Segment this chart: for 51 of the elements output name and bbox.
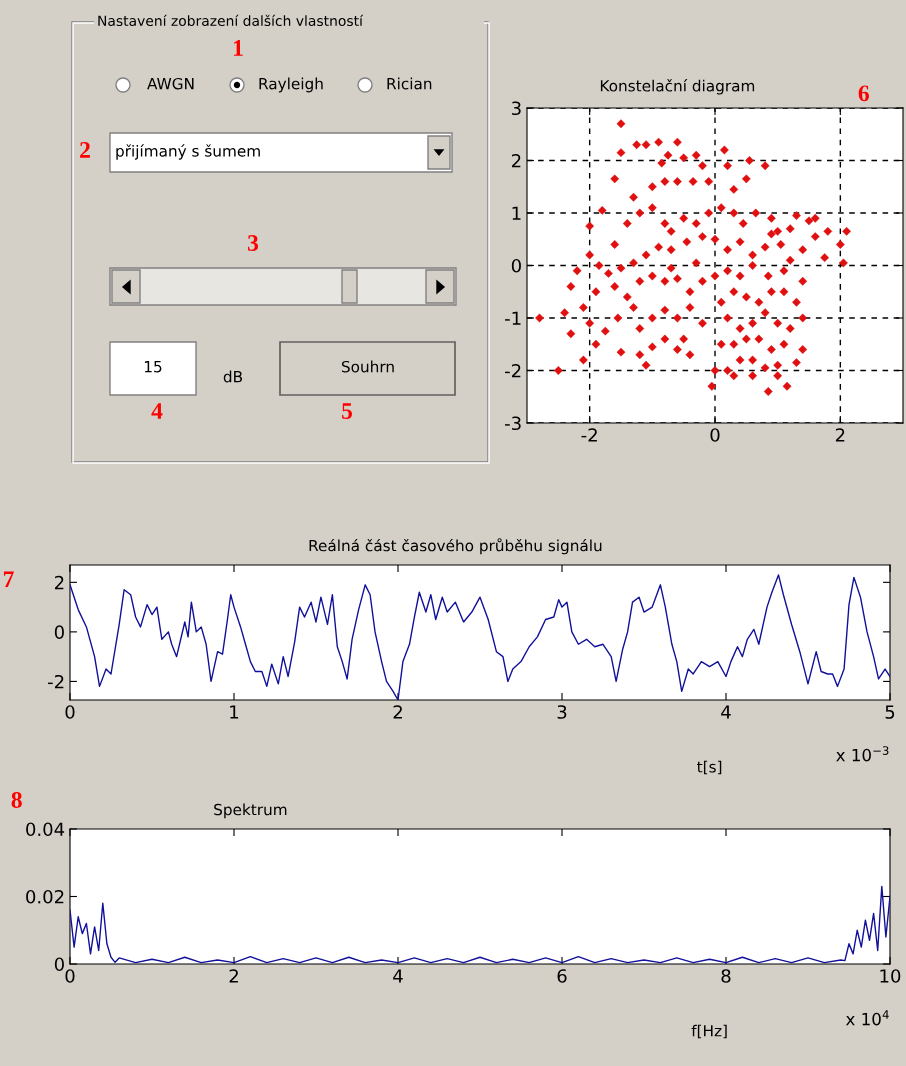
y-tick-label: 1 <box>512 206 521 220</box>
x-axis-title: t[s] <box>697 760 722 775</box>
y-tick-label: 3 <box>512 101 521 116</box>
x-tick-label: 2 <box>229 969 238 983</box>
x-tick-label: 2 <box>835 428 845 442</box>
x-tick-label: 0 <box>65 705 75 719</box>
y-tick-label: 0 <box>511 258 521 273</box>
y-tick-label: 0.04 <box>26 822 65 837</box>
y-tick-label: -2 <box>505 363 521 378</box>
text: přijímaný s šumem <box>116 144 260 160</box>
y-tick-label: -3 <box>505 416 521 431</box>
text: AWGN <box>147 77 194 90</box>
text: 6 <box>858 85 869 102</box>
x-tick-label: 8 <box>721 969 731 983</box>
x-tick-label: -2 <box>581 428 597 442</box>
x-tick-label: 2 <box>393 705 402 719</box>
y-tick-label: -2 <box>48 674 64 689</box>
x-tick-label: 4 <box>721 705 731 719</box>
chart-title: Spektrum <box>214 803 287 819</box>
text: 2 <box>80 142 90 158</box>
text: 8 <box>11 791 22 808</box>
text: 7 <box>3 571 14 587</box>
chart-title: Konstelační diagram <box>600 79 755 95</box>
y-tick-label: -1 <box>505 311 521 325</box>
text: Nastavení zobrazení dalších vlastností <box>98 14 364 27</box>
x-tick-label: 5 <box>885 705 895 719</box>
y-tick-label: 2 <box>511 153 521 168</box>
x-tick-label: 1 <box>230 705 239 719</box>
y-tick-label: 0 <box>54 957 64 972</box>
text: 3 <box>247 235 259 251</box>
text: 5 <box>342 403 353 419</box>
text: 4 <box>151 403 163 419</box>
x-tick-label: 6 <box>557 969 567 983</box>
x-tick-label: 0 <box>65 969 75 983</box>
x-tick-label: 4 <box>393 969 403 983</box>
text: x 10$^{4}$ <box>845 1010 889 1026</box>
y-tick-label: 0 <box>54 625 64 639</box>
y-tick-label: 0.02 <box>26 889 64 904</box>
text: Rician <box>387 77 432 90</box>
text: Rayleigh <box>259 77 323 93</box>
x-tick-label: 10 <box>880 969 901 983</box>
text: 1 <box>233 40 243 56</box>
x-tick-label: 3 <box>557 705 567 719</box>
text: x 10$^{−3}$ <box>836 746 889 762</box>
text: dB <box>223 370 243 383</box>
x-axis-title: f[Hz] <box>691 1024 727 1039</box>
text: 15 <box>144 361 162 373</box>
x-tick-label: 0 <box>710 428 720 442</box>
text: Souhrn <box>341 360 394 373</box>
y-tick-label: 2 <box>54 575 64 590</box>
chart-title: Reálná část časového průběhu signálu <box>309 538 602 555</box>
